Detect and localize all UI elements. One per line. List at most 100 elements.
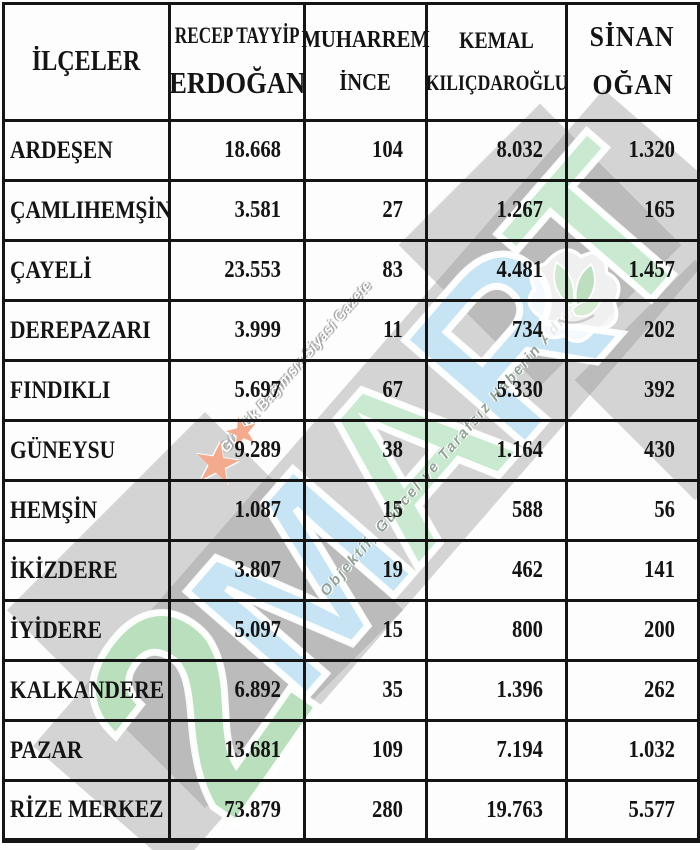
vote-cell: 262 xyxy=(565,659,700,722)
vote-count: 7.194 xyxy=(496,737,543,763)
table-row: PAZAR 13.681 109 7.194 1.032 xyxy=(2,719,700,782)
vote-count: 1.087 xyxy=(234,497,281,523)
vote-cell: 462 xyxy=(425,539,568,602)
district-cell: HEMŞİN xyxy=(2,479,171,542)
vote-cell: 7.194 xyxy=(425,719,568,782)
vote-count: 165 xyxy=(644,197,675,223)
vote-count: 262 xyxy=(644,677,675,703)
vote-count: 3.999 xyxy=(234,317,281,343)
table-body: ARDEŞEN 18.668 104 8.032 1.320 ÇAMLIHEMŞ… xyxy=(2,119,700,843)
column-header-districts: İLÇELER xyxy=(2,2,171,122)
vote-count: 1.267 xyxy=(496,197,543,223)
candidate-first-name: KEMAL xyxy=(459,28,534,53)
district-name: ÇAYELİ xyxy=(10,256,92,284)
column-header-candidate: KEMAL KILIÇDAROĞLU xyxy=(425,2,568,122)
vote-count: 1.032 xyxy=(628,737,675,763)
vote-count: 109 xyxy=(372,737,403,763)
district-cell: ÇAMLIHEMŞİN xyxy=(2,179,172,242)
vote-count: 734 xyxy=(512,317,543,343)
candidate-name: KEMAL KILIÇDAROĞLU xyxy=(425,28,568,96)
vote-cell: 141 xyxy=(565,539,700,602)
vote-cell: 15 xyxy=(303,599,428,662)
vote-count: 56 xyxy=(654,497,675,523)
vote-count: 3.581 xyxy=(234,197,281,223)
vote-count: 141 xyxy=(644,557,675,583)
vote-cell: 13.681 xyxy=(168,719,306,782)
vote-cell: 588 xyxy=(425,479,568,542)
vote-cell: 1.396 xyxy=(425,659,568,722)
vote-count: 1.396 xyxy=(496,677,543,703)
district-cell: İYİDERE xyxy=(2,599,171,662)
vote-cell: 15 xyxy=(303,479,428,542)
vote-count: 4.481 xyxy=(496,257,543,283)
vote-count: 280 xyxy=(372,796,403,823)
vote-cell: 6.892 xyxy=(168,659,306,722)
table-row: ARDEŞEN 18.668 104 8.032 1.320 xyxy=(2,119,700,182)
vote-count: 83 xyxy=(382,257,403,283)
vote-count: 200 xyxy=(644,617,675,643)
vote-cell: 27 xyxy=(303,179,428,242)
vote-cell: 5.577 xyxy=(565,779,700,843)
vote-cell: 200 xyxy=(565,599,700,662)
district-cell: KALKANDERE xyxy=(2,659,171,722)
vote-count: 5.330 xyxy=(496,377,543,403)
vote-cell: 11 xyxy=(303,299,428,362)
district-name: PAZAR xyxy=(10,736,83,764)
vote-count: 1.457 xyxy=(628,257,675,283)
vote-count: 15 xyxy=(382,617,403,643)
vote-cell: 73.879 xyxy=(168,779,306,843)
vote-count: 13.681 xyxy=(224,737,281,763)
table-row: ÇAMLIHEMŞİN 3.581 27 1.267 165 xyxy=(2,179,700,242)
vote-cell: 1.457 xyxy=(565,239,700,302)
vote-cell: 1.267 xyxy=(425,179,568,242)
vote-count: 18.668 xyxy=(224,137,281,163)
vote-cell: 202 xyxy=(565,299,700,362)
vote-count: 392 xyxy=(644,377,675,403)
vote-count: 19 xyxy=(382,557,403,583)
vote-count: 202 xyxy=(644,317,675,343)
district-name: RİZE MERKEZ xyxy=(10,796,164,823)
vote-cell: 1.087 xyxy=(168,479,306,542)
vote-count: 1.164 xyxy=(496,437,543,463)
candidate-last-name: KILIÇDAROĞLU xyxy=(425,70,568,95)
vote-count: 8.032 xyxy=(496,137,543,163)
vote-cell: 4.481 xyxy=(425,239,568,302)
vote-cell: 430 xyxy=(565,419,700,482)
vote-cell: 8.032 xyxy=(425,119,568,182)
vote-cell: 67 xyxy=(303,359,428,422)
vote-count: 27 xyxy=(382,197,403,223)
table-row: İYİDERE 5.097 15 800 200 xyxy=(2,599,700,662)
header-row: İLÇELER RECEP TAYYİP ERDOĞAN MUHARREM İN… xyxy=(2,2,700,122)
district-name: KALKANDERE xyxy=(10,676,165,704)
vote-count: 11 xyxy=(383,317,403,343)
vote-count: 19.763 xyxy=(486,796,543,823)
vote-cell: 1.032 xyxy=(565,719,700,782)
vote-cell: 734 xyxy=(425,299,568,362)
candidate-name: SİNAN OĞAN xyxy=(568,22,697,102)
vote-cell: 83 xyxy=(303,239,428,302)
candidate-first-name: MUHARREM xyxy=(301,27,430,53)
vote-count: 9.289 xyxy=(234,437,281,463)
vote-cell: 165 xyxy=(565,179,700,242)
vote-cell: 35 xyxy=(303,659,428,722)
candidate-last-name: OĞAN xyxy=(592,70,673,101)
vote-count: 38 xyxy=(382,437,403,463)
vote-count: 35 xyxy=(382,677,403,703)
vote-cell: 23.553 xyxy=(168,239,306,302)
district-cell: ÇAYELİ xyxy=(2,239,171,302)
district-name: İYİDERE xyxy=(10,616,103,644)
district-name: GÜNEYSU xyxy=(10,436,116,464)
vote-count: 5.097 xyxy=(234,617,281,643)
district-cell: PAZAR xyxy=(2,719,171,782)
district-cell: ARDEŞEN xyxy=(2,119,171,182)
vote-count: 3.807 xyxy=(234,557,281,583)
vote-cell: 5.697 xyxy=(168,359,306,422)
district-name: ARDEŞEN xyxy=(10,136,113,164)
district-cell: RİZE MERKEZ xyxy=(2,779,171,843)
column-header-candidate: MUHARREM İNCE xyxy=(301,2,430,122)
vote-count: 800 xyxy=(512,617,543,643)
vote-count: 23.553 xyxy=(224,257,281,283)
candidate-last-name: ERDOĞAN xyxy=(168,65,306,100)
district-name: ÇAMLIHEMŞİN xyxy=(10,196,172,224)
